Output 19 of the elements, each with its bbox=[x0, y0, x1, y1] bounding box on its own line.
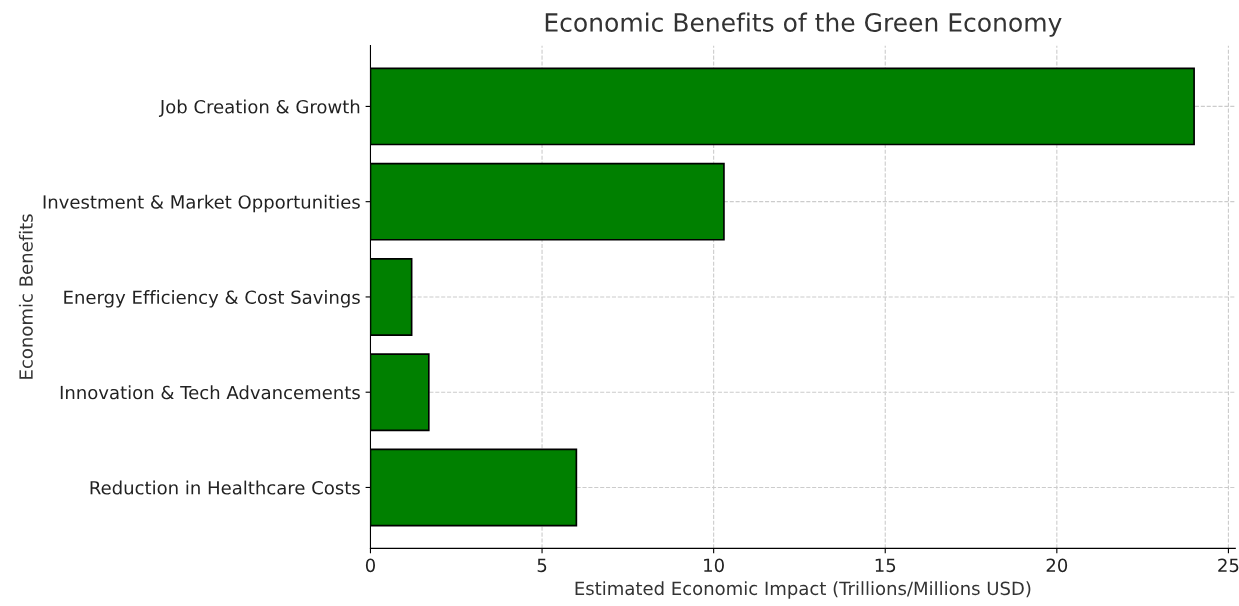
x-tick-label: 0 bbox=[365, 558, 376, 573]
bar bbox=[370, 448, 578, 527]
x-tick-label: 15 bbox=[875, 558, 896, 573]
bar bbox=[370, 258, 413, 336]
chart-title: Economic Benefits of the Green Economy bbox=[545, 12, 1062, 37]
y-tick-label: Energy Efficiency & Cost Savings bbox=[64, 290, 360, 308]
x-axis-title: Estimated Economic Impact (Trillions/Millions USD) bbox=[575, 581, 1031, 599]
y-tick-label: Reduction in Healthcare Costs bbox=[90, 480, 360, 495]
bar bbox=[370, 67, 1195, 146]
y-axis-title: Economic Benefits bbox=[18, 214, 33, 379]
bar bbox=[370, 162, 725, 241]
x-tick-label: 20 bbox=[1046, 558, 1068, 573]
bar bbox=[370, 353, 430, 432]
x-tick-label: 5 bbox=[537, 558, 547, 573]
x-tick-label: 10 bbox=[704, 558, 724, 573]
x-tick-label: 25 bbox=[1218, 558, 1239, 573]
y-tick-label: Innovation & Tech Advancements bbox=[60, 385, 360, 400]
y-tick-label: Investment & Market Opportunities bbox=[43, 194, 360, 213]
y-tick-label: Job Creation & Growth bbox=[158, 99, 360, 117]
